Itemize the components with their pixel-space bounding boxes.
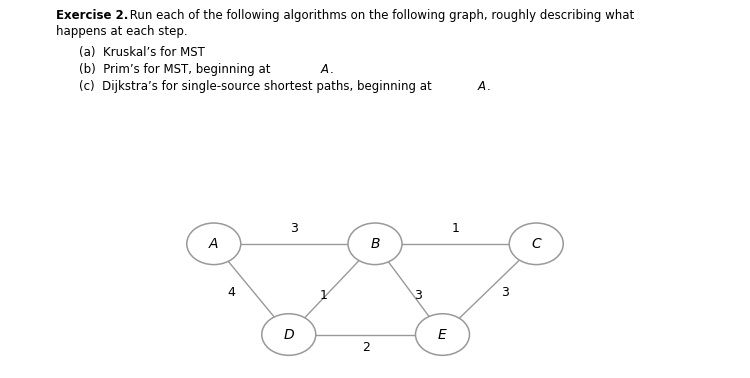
Text: Run each of the following algorithms on the following graph, roughly describing : Run each of the following algorithms on … (126, 9, 634, 22)
Text: A: A (321, 63, 329, 76)
Text: 2: 2 (362, 341, 370, 353)
Text: Exercise 2.: Exercise 2. (56, 9, 129, 22)
Ellipse shape (348, 223, 402, 265)
Text: (c)  Dijkstra’s for single-source shortest paths, beginning at: (c) Dijkstra’s for single-source shortes… (79, 80, 435, 93)
Ellipse shape (262, 314, 316, 355)
Text: happens at each step.: happens at each step. (56, 25, 188, 38)
Text: (b)  Prim’s for MST, beginning at: (b) Prim’s for MST, beginning at (79, 63, 274, 76)
Text: D: D (284, 327, 294, 342)
Text: .: . (487, 80, 490, 93)
Text: 1: 1 (320, 289, 328, 302)
Text: (a)  Kruskal’s for MST: (a) Kruskal’s for MST (79, 46, 205, 59)
Text: 3: 3 (415, 289, 422, 302)
Ellipse shape (416, 314, 470, 355)
Text: 3: 3 (501, 287, 509, 299)
Text: .: . (330, 63, 334, 76)
Text: C: C (531, 237, 542, 251)
Text: 1: 1 (452, 222, 460, 235)
Text: B: B (370, 237, 380, 251)
Ellipse shape (509, 223, 563, 265)
Text: A: A (209, 237, 218, 251)
Text: E: E (438, 327, 447, 342)
Ellipse shape (187, 223, 241, 265)
Text: 4: 4 (227, 287, 235, 299)
Text: A: A (478, 80, 486, 93)
Text: 3: 3 (290, 222, 298, 235)
